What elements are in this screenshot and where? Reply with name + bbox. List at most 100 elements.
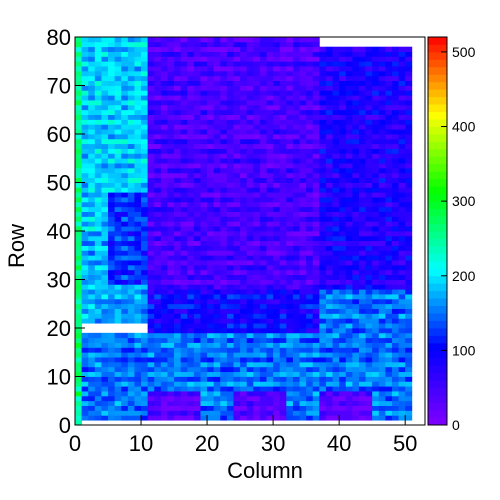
heatmap-cell: [141, 37, 149, 43]
heatmap-cell: [372, 80, 380, 86]
heatmap-cell: [266, 148, 274, 154]
heatmap-cell: [233, 226, 241, 232]
heatmap-cell: [279, 211, 287, 217]
heatmap-cell: [226, 231, 234, 237]
heatmap-cell: [405, 172, 413, 179]
heatmap-cell: [81, 211, 89, 217]
heatmap-cell: [279, 95, 287, 101]
heatmap-cell: [405, 415, 413, 421]
heatmap-cell: [279, 284, 287, 290]
heatmap-cell: [398, 143, 406, 149]
heatmap-cell: [160, 376, 168, 382]
heatmap-cell: [154, 46, 162, 52]
heatmap-cell: [352, 289, 360, 295]
heatmap-cell: [398, 221, 406, 227]
heatmap-cell: [160, 264, 168, 271]
heatmap-cell: [88, 342, 96, 348]
heatmap-cell: [273, 231, 281, 237]
heatmap-cell: [154, 357, 162, 363]
heatmap-cell: [141, 109, 149, 115]
heatmap-cell: [306, 119, 314, 125]
heatmap-cell: [378, 211, 386, 217]
heatmap-cell: [378, 332, 386, 339]
heatmap-cell: [75, 109, 82, 115]
heatmap-cell: [299, 308, 307, 314]
heatmap-cell: [240, 279, 248, 285]
heatmap-cell: [226, 177, 234, 183]
heatmap-cell: [147, 405, 155, 411]
heatmap-cell: [306, 328, 314, 334]
heatmap-cell: [94, 318, 102, 324]
heatmap-cell: [306, 255, 314, 261]
heatmap-cell: [266, 61, 274, 67]
heatmap-cell: [339, 66, 347, 72]
heatmap-cell: [365, 163, 373, 169]
heatmap-cell: [233, 347, 241, 353]
heatmap-cell: [200, 245, 208, 251]
heatmap-cell: [279, 206, 287, 212]
heatmap-cell: [312, 415, 320, 421]
heatmap-cell: [233, 313, 241, 319]
heatmap-cell: [405, 269, 413, 276]
heatmap-cell: [372, 172, 380, 179]
heatmap-cell: [246, 153, 254, 159]
heatmap-cell: [220, 104, 228, 111]
heatmap-cell: [147, 298, 155, 305]
heatmap-cell: [134, 201, 142, 208]
heatmap-cell: [101, 381, 109, 387]
heatmap-cell: [174, 415, 182, 421]
heatmap-cell: [339, 235, 347, 242]
heatmap-cell: [233, 85, 241, 91]
heatmap-cell: [180, 415, 188, 421]
heatmap-cell: [233, 75, 241, 82]
heatmap-cell: [180, 400, 188, 406]
heatmap-cell: [114, 51, 122, 57]
heatmap-cell: [233, 201, 241, 208]
heatmap-cell: [398, 386, 406, 392]
heatmap-cell: [141, 366, 149, 373]
heatmap-cell: [147, 80, 155, 86]
heatmap-cell: [154, 85, 162, 91]
heatmap-cell: [378, 216, 386, 222]
heatmap-cell: [306, 192, 314, 198]
heatmap-cell: [319, 332, 327, 339]
heatmap-cell: [160, 90, 168, 96]
heatmap-cell: [319, 308, 327, 314]
heatmap-cell: [352, 153, 360, 159]
heatmap-cell: [127, 366, 135, 373]
heatmap-cell: [378, 80, 386, 86]
heatmap-cell: [312, 61, 320, 67]
heatmap-cell: [312, 167, 320, 174]
heatmap-cell: [88, 182, 96, 188]
heatmap-cell: [180, 129, 188, 135]
heatmap-cell: [405, 250, 413, 256]
heatmap-cell: [108, 376, 116, 382]
heatmap-cell: [160, 104, 168, 111]
heatmap-cell: [345, 308, 353, 314]
heatmap-cell: [345, 245, 353, 251]
heatmap-cell: [160, 95, 168, 101]
heatmap-cell: [108, 269, 116, 276]
heatmap-cell: [266, 37, 274, 43]
heatmap-cell: [246, 323, 254, 329]
heatmap-cell: [299, 269, 307, 276]
heatmap-cell: [398, 206, 406, 212]
heatmap-cell: [134, 260, 142, 266]
heatmap-cell: [147, 279, 155, 285]
heatmap-cell: [306, 206, 314, 212]
heatmap-cell: [193, 318, 201, 324]
heatmap-cell: [121, 167, 129, 174]
heatmap-cell: [187, 371, 195, 377]
heatmap-cell: [187, 37, 195, 43]
colorbar-segment: [428, 171, 447, 180]
heatmap-cell: [273, 124, 281, 130]
heatmap-cell: [127, 177, 135, 183]
heatmap-cell: [391, 391, 399, 397]
heatmap-cell: [240, 371, 248, 377]
heatmap-cell: [292, 289, 300, 295]
heatmap-cell: [114, 192, 122, 198]
heatmap-cell: [273, 313, 281, 319]
heatmap-cell: [279, 391, 287, 397]
heatmap-cell: [174, 274, 182, 280]
